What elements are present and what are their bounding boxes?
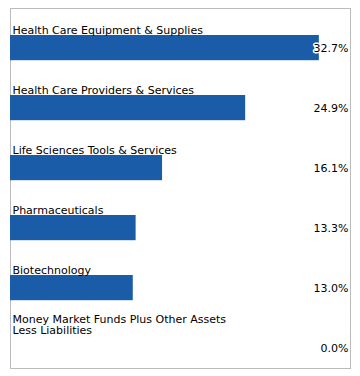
svg-text:24.9%: 24.9% <box>314 102 349 115</box>
svg-text:Pharmaceuticals: Pharmaceuticals <box>13 204 104 217</box>
svg-text:13.3%: 13.3% <box>314 222 349 235</box>
svg-text:16.1%: 16.1% <box>314 162 349 175</box>
svg-text:Life Sciences Tools & Services: Life Sciences Tools & Services <box>13 144 178 157</box>
svg-text:Health Care Equipment & Suppli: Health Care Equipment & Supplies <box>13 24 204 37</box>
svg-text:0.0%: 0.0% <box>321 342 349 355</box>
svg-text:32.7%: 32.7% <box>314 42 349 55</box>
svg-text:Health Care Providers & Servic: Health Care Providers & Services <box>13 84 195 97</box>
svg-text:Biotechnology: Biotechnology <box>13 264 92 277</box>
svg-text:Money Market Funds Plus Other: Money Market Funds Plus Other AssetsLess… <box>13 313 227 337</box>
svg-text:13.0%: 13.0% <box>314 282 349 295</box>
